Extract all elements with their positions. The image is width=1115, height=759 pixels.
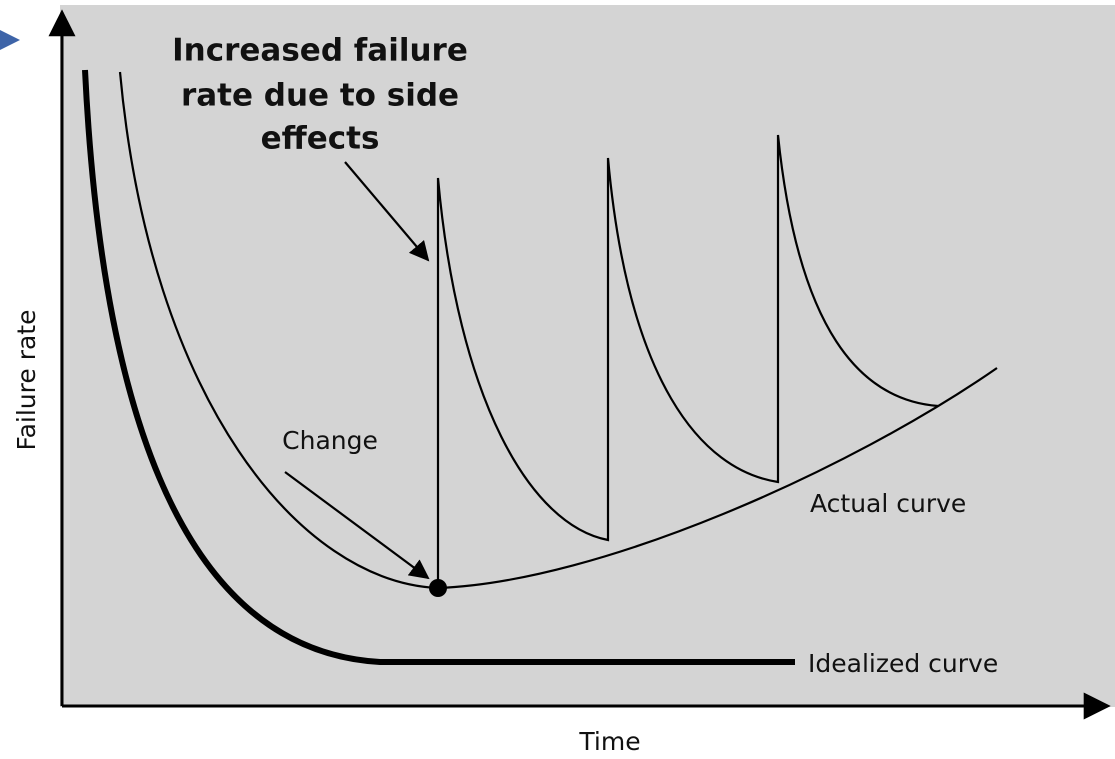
spikes bbox=[436, 134, 939, 588]
change-arrow bbox=[284, 471, 430, 580]
idealized-curve bbox=[82, 69, 795, 665]
plot-background bbox=[60, 5, 1115, 707]
annotation-line: Increased failure bbox=[172, 33, 468, 69]
annotation-arrow bbox=[344, 161, 430, 262]
idealized-label: Idealized curve bbox=[808, 649, 998, 678]
change-point bbox=[429, 579, 447, 597]
y-axis-label: Failure rate bbox=[12, 310, 41, 451]
change-label: Change bbox=[282, 426, 378, 455]
annotation-line: rate due to side bbox=[181, 78, 459, 114]
actual-label: Actual curve bbox=[810, 489, 966, 518]
annotation-line: effects bbox=[261, 121, 380, 157]
corner-arrow bbox=[0, 30, 20, 50]
x-axis-label: Time bbox=[578, 727, 640, 756]
